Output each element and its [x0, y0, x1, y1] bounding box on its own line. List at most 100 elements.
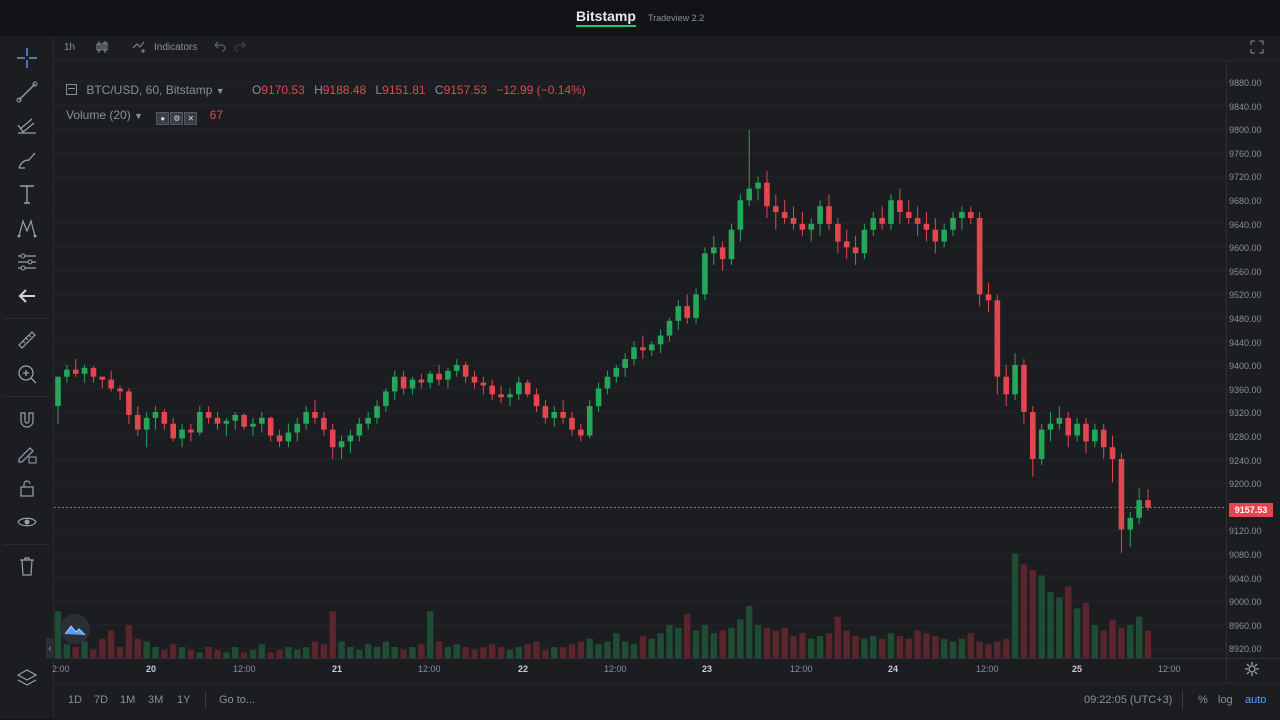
log-toggle[interactable]: log: [1218, 694, 1233, 706]
candle-body: [241, 414, 247, 427]
candle-body: [507, 394, 513, 398]
gear-icon[interactable]: ⚙: [170, 112, 184, 125]
volume-bar: [356, 649, 363, 658]
price-axis[interactable]: [1226, 61, 1280, 658]
trash-icon[interactable]: [13, 552, 41, 580]
indicators-icon[interactable]: [132, 40, 148, 57]
percent-toggle[interactable]: %: [1198, 694, 1208, 706]
volume-bar: [551, 647, 558, 658]
candle-body: [356, 423, 363, 436]
candle-body: [143, 417, 150, 430]
candle-body: [321, 417, 327, 430]
prediction-icon[interactable]: [13, 248, 41, 276]
volume-bar: [400, 649, 407, 658]
candle-body: [134, 414, 141, 430]
chart-area[interactable]: [54, 61, 1226, 658]
range-1m[interactable]: 1M: [120, 694, 136, 706]
close-icon[interactable]: ✕: [184, 112, 198, 125]
layers-icon[interactable]: [13, 664, 41, 692]
volume-bar: [542, 649, 549, 658]
redo-icon[interactable]: [234, 40, 246, 55]
time-axis[interactable]: [54, 658, 1226, 683]
volume-bar: [409, 647, 416, 658]
candle-body: [702, 253, 708, 295]
tradeview-logo-icon[interactable]: [60, 614, 90, 644]
price-tick-label: 9040.00: [1229, 573, 1262, 584]
magnet-icon[interactable]: [13, 406, 41, 434]
range-7d[interactable]: 7D: [94, 694, 109, 706]
interval-button[interactable]: 1h: [64, 42, 76, 53]
volume-bar: [489, 644, 496, 658]
range-1y[interactable]: 1Y: [177, 694, 191, 706]
volume-bar: [462, 647, 469, 658]
candle-body: [81, 367, 88, 374]
volume-bar: [63, 644, 71, 658]
candle-body: [498, 394, 504, 398]
volume-bar: [515, 647, 523, 658]
goto-button[interactable]: Go to...: [219, 694, 256, 706]
collapse-toolbar-icon[interactable]: ‹: [46, 638, 54, 658]
volume-bar: [1082, 603, 1090, 658]
lock-icon[interactable]: [13, 474, 41, 502]
pattern-icon[interactable]: [13, 214, 41, 242]
volume-bar: [887, 633, 895, 658]
eye-icon[interactable]: [13, 508, 41, 536]
volume-bar: [577, 641, 585, 658]
volume-bar: [932, 636, 939, 658]
volume-bar: [559, 647, 567, 658]
lock-draw-icon[interactable]: [13, 440, 41, 468]
candle-body: [267, 417, 274, 436]
candle-body: [1127, 517, 1134, 530]
undo-icon[interactable]: [214, 40, 226, 55]
candle-body: [657, 335, 664, 345]
fib-icon[interactable]: [13, 112, 41, 140]
brand-logo[interactable]: Bitstamp: [576, 8, 636, 27]
brush-icon[interactable]: [13, 146, 41, 174]
candle-body: [445, 370, 451, 380]
volume-bar: [737, 619, 744, 658]
candle-body: [604, 376, 611, 389]
zoom-in-icon[interactable]: [13, 360, 41, 388]
volume-bar: [568, 644, 576, 658]
close-value: 9157.53: [443, 83, 487, 97]
back-arrow-icon[interactable]: [13, 282, 41, 310]
candle-body: [1109, 447, 1116, 459]
volume-bar: [976, 641, 983, 658]
candle-body: [737, 200, 744, 230]
eye-icon[interactable]: ●: [156, 112, 170, 125]
candle-type-icon[interactable]: [96, 40, 108, 57]
price-tick-label: 9440.00: [1229, 337, 1262, 348]
candle-body: [453, 364, 460, 371]
candle-body: [622, 359, 628, 368]
ruler-icon[interactable]: [13, 326, 41, 354]
price-tick-label: 9560.00: [1229, 266, 1262, 277]
chevron-down-icon[interactable]: ▼: [134, 111, 143, 121]
text-icon[interactable]: [13, 180, 41, 208]
candle-body: [773, 206, 779, 213]
volume-bar: [1038, 575, 1045, 658]
candle-body: [888, 200, 894, 224]
chevron-down-icon[interactable]: ▼: [215, 86, 225, 96]
collapse-legend-icon[interactable]: [66, 84, 77, 95]
auto-toggle[interactable]: auto: [1245, 694, 1267, 706]
candle-body: [586, 406, 593, 436]
candlestick-chart[interactable]: [54, 61, 1226, 658]
clock-label[interactable]: 09:22:05 (UTC+3): [1084, 694, 1173, 706]
price-tick-label: 9760.00: [1229, 148, 1262, 159]
candle-body: [941, 229, 947, 242]
price-tick-label: 9120.00: [1229, 526, 1262, 537]
candle-body: [640, 347, 646, 351]
crosshair-icon[interactable]: [13, 44, 41, 72]
candle-body: [170, 423, 177, 439]
trend-line-icon[interactable]: [13, 78, 41, 106]
candle-body: [383, 391, 389, 407]
gear-icon[interactable]: [1244, 661, 1260, 677]
volume-bar: [967, 633, 974, 658]
volume-bar: [586, 638, 593, 658]
range-1d[interactable]: 1D: [68, 694, 83, 706]
symbol-label[interactable]: BTC/USD, 60, Bitstamp: [86, 83, 213, 97]
range-3m[interactable]: 3M: [148, 694, 164, 706]
indicators-button[interactable]: Indicators: [154, 42, 198, 53]
volume-label[interactable]: Volume (20): [66, 108, 131, 122]
fullscreen-icon[interactable]: [1250, 40, 1264, 57]
